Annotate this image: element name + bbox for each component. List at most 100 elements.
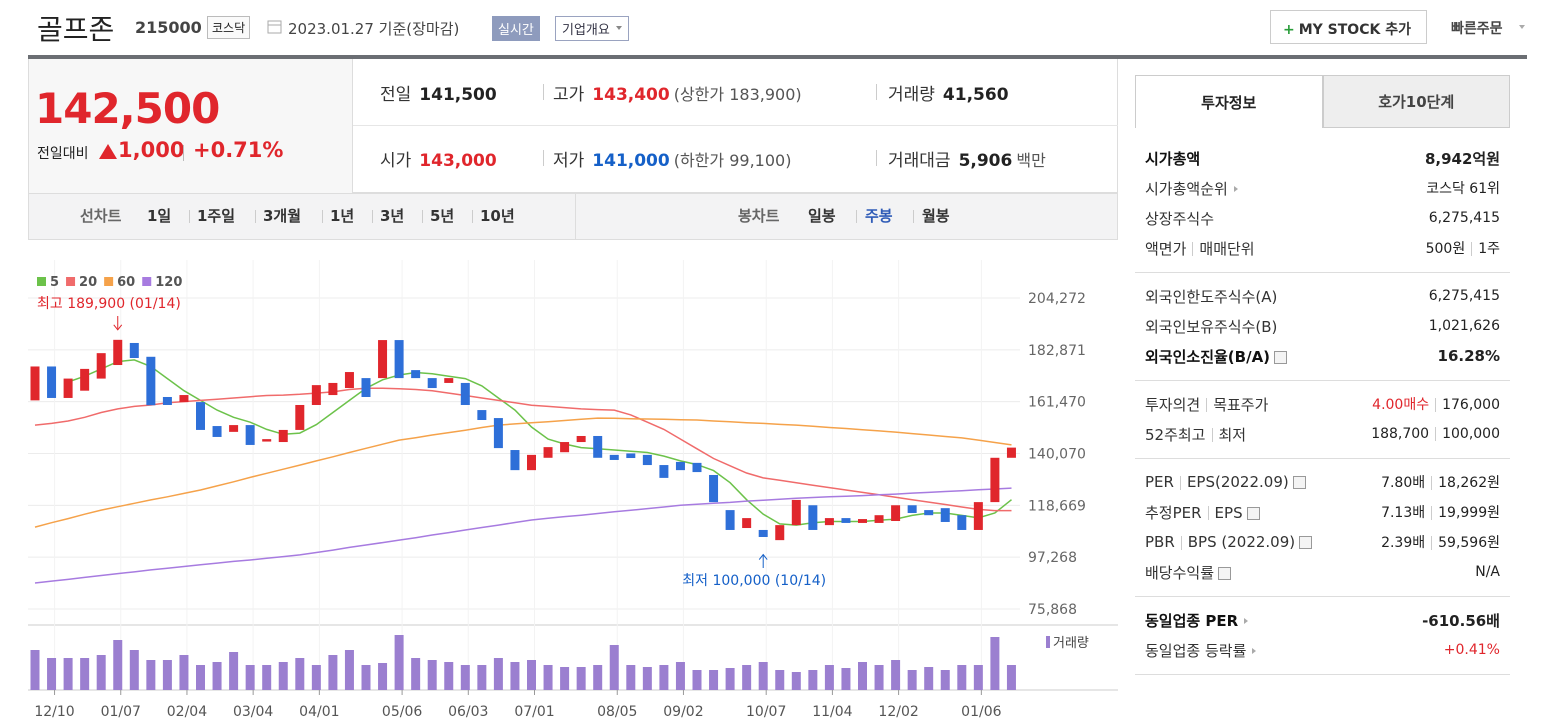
sidebar-tabs: 투자정보 호가10단계 <box>1135 75 1510 128</box>
candle <box>196 402 205 430</box>
volume-bar <box>593 665 603 690</box>
moving-average <box>34 417 1012 528</box>
candle <box>344 372 354 389</box>
help-icon[interactable] <box>1299 536 1313 549</box>
candle <box>659 465 669 478</box>
info-row: PBR BPS (2022.09) 2.39배 59,596원 <box>1135 527 1510 557</box>
candle <box>328 382 338 396</box>
candle <box>791 499 801 526</box>
sidebar-tab[interactable]: 투자정보 <box>1135 75 1323 128</box>
separator <box>1211 428 1213 442</box>
x-tick-label: 11/04 <box>812 704 852 720</box>
calendar-icon <box>267 20 282 34</box>
change: 1,000 <box>118 138 185 162</box>
legend-label: 60 <box>117 275 135 290</box>
candle <box>113 339 123 366</box>
volume-bar <box>80 658 90 690</box>
period-tab[interactable]: 5년 <box>430 207 455 225</box>
sidebar-section: 시가총액 8,942억원 시가총액순위 코스닥 61위 상장주식수 6,275,415 액면… <box>1135 135 1510 273</box>
realtime-badge[interactable]: 실시간 <box>492 16 540 41</box>
candle <box>411 370 421 379</box>
candle <box>543 447 553 458</box>
volume-bar <box>808 670 818 690</box>
volume-bar <box>510 662 520 690</box>
mystock-button[interactable]: + MY STOCK 추가 <box>1270 10 1427 44</box>
volume-bar <box>146 660 156 690</box>
quote-value: 41,560 <box>942 85 1009 105</box>
volume-bar <box>444 662 454 690</box>
overview-button[interactable]: 기업개요 <box>555 16 629 41</box>
period-tab[interactable]: 10년 <box>480 207 515 225</box>
info-labels: 상장주식수 <box>1145 208 1214 229</box>
period-tab[interactable]: 3개월 <box>263 207 302 225</box>
candle <box>444 378 454 383</box>
stock-code: 215000 <box>135 18 202 37</box>
arrow-head <box>758 553 768 560</box>
volume-bar <box>311 665 321 690</box>
info-value: 19,999원 <box>1438 505 1500 521</box>
candle-tab[interactable]: 월봉 <box>922 207 950 225</box>
tab-separator <box>255 210 256 223</box>
moving-average <box>34 487 1012 584</box>
info-label: 외국인한도주식수(A) <box>1145 287 1278 306</box>
info-row: 시가총액순위 코스닥 61위 <box>1135 173 1510 203</box>
info-value: 1,021,626 <box>1428 318 1500 334</box>
info-row: 52주최고 최저 188,700 100,000 <box>1135 419 1510 449</box>
quote-item: 저가 141,000 (하한가 99,100) <box>553 146 791 171</box>
candle <box>129 342 139 358</box>
volume-bar <box>725 668 735 690</box>
separator <box>1471 242 1473 256</box>
info-values: 2.39배 59,596원 <box>1381 532 1500 552</box>
legend-swatch <box>66 277 76 286</box>
info-label: EPS <box>1214 503 1243 522</box>
volume-bar <box>775 670 785 690</box>
x-tick-label: 12/02 <box>878 704 918 720</box>
quick-order[interactable]: 빠른주문 <box>1451 21 1503 37</box>
sidebar-section: 투자의견 목표주가 4.00매수 176,000 52주최고 최저 188,700 100,0… <box>1135 381 1510 459</box>
y-tick-label: 118,669 <box>1028 498 1086 514</box>
tab-separator <box>189 210 190 223</box>
info-label: EPS(2022.09) <box>1186 473 1289 491</box>
period-tab[interactable]: 3년 <box>380 207 405 225</box>
info-values: 188,700 100,000 <box>1371 426 1500 442</box>
candle <box>394 340 404 379</box>
volume-bar <box>295 658 305 690</box>
candle <box>692 462 702 473</box>
candle <box>973 502 983 530</box>
tab-separator <box>422 210 423 223</box>
arrow-icon <box>1233 186 1238 192</box>
volume-bar <box>245 665 255 690</box>
volume-bar <box>576 667 586 690</box>
volume-bar <box>543 665 553 690</box>
info-label: 투자의견 <box>1145 395 1201 414</box>
sidebar-section: 외국인한도주식수(A) 6,275,415 외국인보유주식수(B) 1,021,626… <box>1135 273 1510 381</box>
y-tick-label: 140,070 <box>1028 446 1086 462</box>
help-icon[interactable] <box>1218 566 1232 580</box>
date-basis: 2023.01.27 기준(장마감) <box>288 20 460 38</box>
legend-label: 20 <box>79 275 97 290</box>
candle <box>229 425 239 432</box>
plus-icon: + <box>1283 22 1295 38</box>
top-rule <box>28 55 1527 59</box>
candle-tab[interactable]: 주봉 <box>865 207 893 225</box>
period-tab[interactable]: 1주일 <box>197 207 236 225</box>
info-value: 500원 <box>1425 241 1466 257</box>
info-value: 6,275,415 <box>1428 210 1500 226</box>
candle-tab[interactable]: 일봉 <box>808 207 836 225</box>
moving-average <box>67 359 1012 526</box>
volume-bar <box>709 670 719 690</box>
info-values: 16.28% <box>1438 347 1500 365</box>
help-icon[interactable] <box>1246 506 1260 520</box>
candle <box>47 366 57 398</box>
info-value: 59,596원 <box>1438 535 1500 551</box>
tab-label: 선차트 <box>80 207 122 225</box>
tab-separator <box>913 210 914 223</box>
period-tab[interactable]: 1일 <box>147 207 172 225</box>
help-icon[interactable] <box>1274 350 1288 364</box>
help-icon[interactable] <box>1292 476 1306 489</box>
volume-bar <box>824 665 834 690</box>
period-tab[interactable]: 1년 <box>330 207 355 225</box>
info-value: 4.00매수 <box>1372 397 1430 413</box>
sidebar-tab[interactable]: 호가10단계 <box>1322 75 1510 128</box>
candle <box>725 510 735 530</box>
